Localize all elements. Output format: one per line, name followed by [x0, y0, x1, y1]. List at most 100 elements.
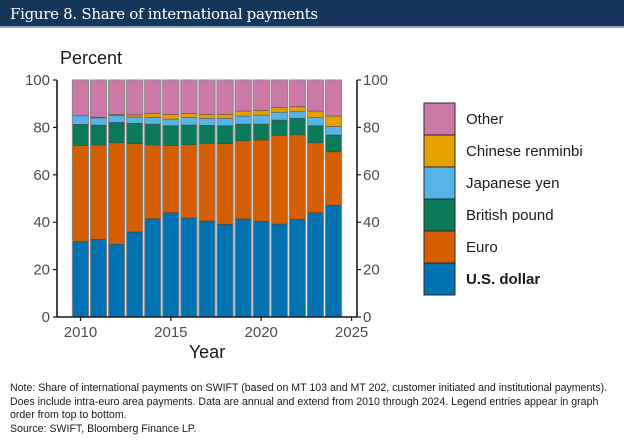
bar-segment-other-2022 — [288, 79, 306, 108]
bar-segment-u-s-dollar-2018 — [216, 224, 234, 318]
bar-segment-other-2018 — [216, 79, 234, 115]
bar-segment-chinese-renminbi-2019 — [234, 110, 252, 117]
legend-label-british-pound: British pound — [466, 207, 554, 224]
bar-segment-other-2013 — [126, 79, 144, 116]
y-axis-title: Percent — [60, 48, 122, 68]
bar-segment-japanese-yen-2015 — [162, 118, 180, 127]
y-tick-label-left-20: 20 — [33, 262, 50, 279]
bar-segment-british-pound-2022 — [288, 118, 306, 136]
bar-segment-british-pound-2018 — [216, 125, 234, 145]
bar-segment-british-pound-2013 — [126, 123, 144, 145]
bar-segment-euro-2024 — [325, 151, 342, 206]
bar-segment-other-2019 — [234, 79, 252, 112]
bar-segment-chinese-renminbi-2015 — [162, 114, 180, 120]
bar-segment-u-s-dollar-2014 — [144, 218, 162, 318]
bar-segment-other-2016 — [180, 79, 198, 114]
bar-segment-euro-2019 — [234, 140, 252, 220]
bar-segment-japanese-yen-2016 — [180, 117, 198, 126]
legend-label-other: Other — [466, 111, 504, 128]
legend-swatch-british-pound — [423, 198, 456, 232]
bar-segment-british-pound-2012 — [108, 122, 126, 144]
legend-swatch-u-s-dollar — [423, 262, 456, 296]
bar-segment-british-pound-2017 — [198, 124, 216, 144]
bar-segment-u-s-dollar-2012 — [108, 243, 126, 318]
bar-segment-british-pound-2019 — [234, 123, 252, 141]
bar-segment-u-s-dollar-2024 — [325, 205, 342, 318]
y-tick-label-right-20: 20 — [363, 262, 380, 279]
bar-segment-japanese-yen-2014 — [144, 117, 162, 125]
bar-segment-euro-2020 — [252, 139, 270, 222]
y-tick-label-right-0: 0 — [363, 309, 371, 326]
bar-segment-euro-2013 — [126, 143, 144, 233]
bar-segment-british-pound-2016 — [180, 124, 198, 145]
bar-segment-euro-2016 — [180, 144, 198, 219]
bar-segment-japanese-yen-2012 — [108, 115, 126, 123]
bar-segment-japanese-yen-2017 — [198, 118, 216, 126]
bar-segment-british-pound-2010 — [72, 124, 89, 146]
x-tick-label-2010: 2010 — [64, 324, 97, 341]
legend: Other Chinese renminbi Japanese yen British… — [423, 102, 583, 296]
bar-segment-euro-2010 — [72, 145, 89, 242]
bar-segment-euro-2021 — [270, 134, 288, 225]
bars-group — [71, 79, 343, 318]
bar-segment-euro-2022 — [288, 134, 306, 220]
bar-segment-euro-2017 — [198, 142, 216, 222]
bar-segment-euro-2012 — [108, 142, 126, 245]
bar-segment-euro-2014 — [144, 144, 162, 219]
bar-segment-chinese-renminbi-2018 — [216, 114, 234, 119]
bar-segment-chinese-renminbi-2014 — [144, 113, 162, 118]
bar-segment-chinese-renminbi-2022 — [288, 106, 306, 113]
bar-segment-japanese-yen-2010 — [72, 115, 89, 125]
bar-segment-other-2020 — [252, 79, 270, 111]
bar-segment-japanese-yen-2019 — [234, 115, 252, 125]
bar-segment-british-pound-2015 — [162, 125, 180, 146]
bar-segment-chinese-renminbi-2013 — [126, 114, 144, 118]
bar-segment-euro-2018 — [216, 143, 234, 225]
y-tick-label-left-40: 40 — [33, 214, 50, 231]
legend-label-euro: Euro — [466, 239, 498, 256]
legend-swatch-japanese-yen — [423, 166, 456, 200]
bar-segment-other-2021 — [270, 79, 288, 109]
bar-segment-u-s-dollar-2015 — [162, 212, 180, 318]
y-tick-label-left-100: 100 — [25, 72, 50, 89]
y-tick-label-right-40: 40 — [363, 214, 380, 231]
bar-segment-u-s-dollar-2010 — [72, 241, 89, 318]
bar-segment-japanese-yen-2020 — [252, 114, 270, 125]
bar-segment-euro-2015 — [162, 145, 180, 214]
source-text: Source: SWIFT, Bloomberg Finance LP. — [10, 422, 197, 435]
bar-segment-british-pound-2023 — [306, 125, 324, 144]
bar-segment-other-2017 — [198, 79, 216, 115]
bar-segment-u-s-dollar-2022 — [288, 219, 306, 318]
bar-segment-british-pound-2011 — [90, 124, 108, 146]
bar-segment-japanese-yen-2013 — [126, 116, 144, 124]
bar-segment-japanese-yen-2022 — [288, 111, 306, 119]
bar-segment-other-2023 — [306, 79, 324, 112]
bar-segment-euro-2011 — [90, 144, 108, 240]
bar-segment-u-s-dollar-2013 — [126, 231, 144, 318]
note-text: Note: Share of international payments on… — [10, 382, 608, 421]
bar-segment-japanese-yen-2024 — [325, 126, 342, 136]
figure-note: Note: Share of international payments on… — [10, 382, 610, 436]
y-tick-label-right-80: 80 — [363, 119, 380, 136]
bar-segment-japanese-yen-2021 — [270, 111, 288, 121]
bar-segment-chinese-renminbi-2016 — [180, 113, 198, 118]
bar-segment-u-s-dollar-2011 — [90, 238, 108, 318]
bar-segment-euro-2023 — [306, 142, 324, 214]
bar-segment-other-2011 — [90, 79, 108, 118]
y-tick-label-left-80: 80 — [33, 119, 50, 136]
bar-segment-japanese-yen-2018 — [216, 118, 234, 127]
x-tick-label-2020: 2020 — [245, 324, 278, 341]
bar-segment-chinese-renminbi-2020 — [252, 110, 270, 116]
bar-segment-other-2015 — [162, 79, 180, 115]
y-tick-label-left-0: 0 — [42, 309, 50, 326]
bar-segment-british-pound-2021 — [270, 119, 288, 136]
bar-segment-british-pound-2020 — [252, 123, 270, 141]
bar-segment-u-s-dollar-2019 — [234, 218, 252, 318]
bar-segment-u-s-dollar-2023 — [306, 212, 324, 318]
legend-swatch-chinese-renminbi — [423, 134, 456, 168]
figure-title: Figure 8. Share of international payment… — [10, 5, 318, 23]
y-tick-label-left-60: 60 — [33, 167, 50, 184]
bar-segment-u-s-dollar-2016 — [180, 217, 198, 318]
